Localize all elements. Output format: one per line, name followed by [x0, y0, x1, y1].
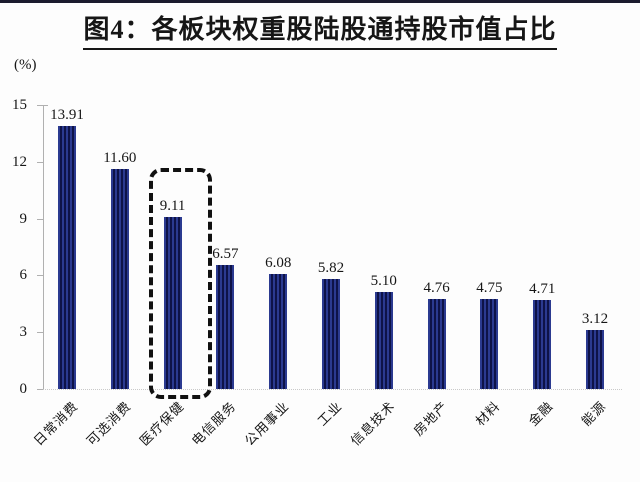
y-tick-mark [37, 275, 43, 277]
chart-title: 图4：各板块权重股陆股通持股市值占比 [83, 9, 557, 50]
x-category-label: 电信服务 [189, 398, 240, 449]
y-tick-label: 9 [19, 210, 28, 227]
top-rule-divider [0, 0, 640, 3]
y-tick-label: 15 [12, 97, 27, 113]
bar-value-label: 4.75 [476, 280, 503, 297]
bar [427, 298, 446, 389]
y-tick-mark [37, 161, 43, 163]
y-axis-line [43, 105, 44, 389]
y-tick-label: 3 [19, 324, 28, 341]
bar-value-label: 11.60 [103, 150, 137, 167]
bar-value-label: 13.91 [50, 106, 84, 123]
x-category-label: 房地产 [410, 398, 451, 439]
y-tick-mark [37, 389, 43, 390]
bar-value-label: 3.12 [581, 310, 609, 327]
x-category-label: 材料 [472, 398, 504, 429]
bar-value-label: 5.82 [317, 259, 345, 276]
y-tick-label: 6 [19, 267, 28, 284]
bar-value-label: 9.11 [159, 197, 186, 214]
bar [533, 299, 552, 389]
y-axis-top-cap [43, 105, 48, 106]
x-category-label: 公用事业 [241, 398, 293, 449]
y-tick-mark [37, 105, 43, 106]
bar-value-label: 4.76 [423, 279, 450, 296]
bar [322, 278, 340, 389]
bar [480, 299, 499, 389]
x-category-label: 信息技术 [347, 398, 398, 449]
y-axis-unit-label: (%) [14, 57, 37, 73]
bar-value-label: 6.57 [212, 245, 239, 262]
y-tick-mark [37, 332, 43, 334]
y-tick-label: 12 [12, 153, 27, 170]
y-tick-mark [37, 218, 43, 220]
x-category-label: 能源 [578, 398, 609, 429]
x-category-label: 金融 [525, 398, 557, 429]
bar [586, 329, 604, 389]
bar [110, 169, 129, 389]
bar-value-label: 4.71 [529, 280, 556, 297]
x-category-label: 日常消费 [30, 398, 81, 449]
bar-value-label: 6.08 [265, 254, 292, 271]
bar [374, 292, 393, 389]
x-axis-baseline [43, 389, 622, 390]
x-category-label: 可选消费 [83, 398, 134, 449]
bar [216, 264, 235, 389]
highlight-box [149, 168, 213, 399]
x-category-label: 医疗保健 [136, 398, 187, 449]
x-category-label: 工业 [314, 398, 345, 429]
bar [163, 216, 182, 389]
bar [58, 125, 76, 389]
bar [269, 273, 288, 389]
y-tick-label: 0 [19, 381, 28, 397]
title-row: 图4：各板块权重股陆股通持股市值占比 [0, 9, 640, 50]
bar-value-label: 5.10 [370, 273, 397, 290]
